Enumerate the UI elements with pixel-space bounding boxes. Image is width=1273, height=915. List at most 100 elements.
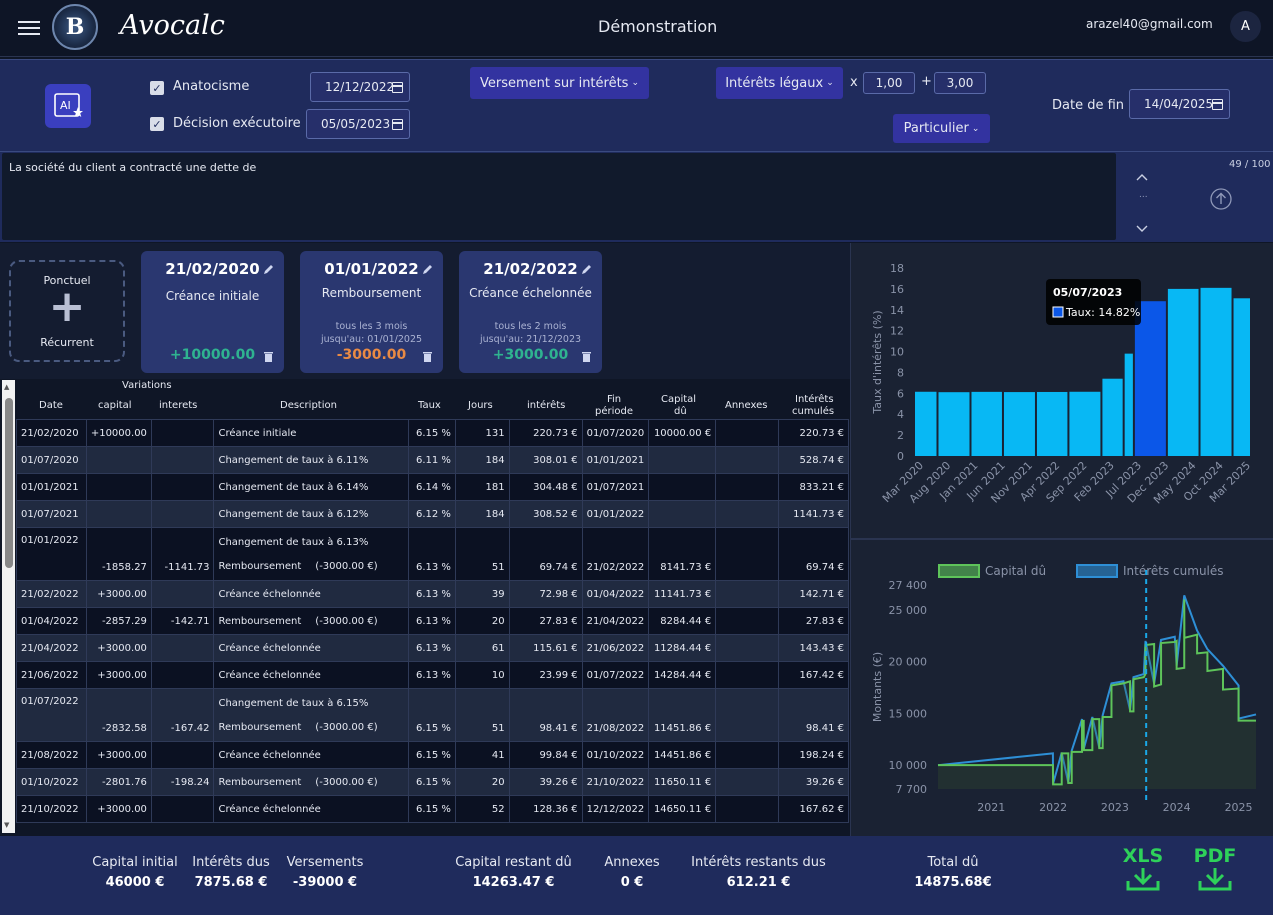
cell-fin: 21/08/2022	[581, 688, 650, 742]
desc-line: Créance échelonnée	[218, 669, 321, 681]
desc-line: Remboursement	[218, 615, 302, 627]
anatocisme-checkbox[interactable]: ✓	[150, 81, 164, 95]
y-tick-label: 16	[890, 283, 904, 296]
x-tick-label: 2025	[1225, 801, 1253, 814]
cell-desc: Changement de taux à 6.12%	[213, 500, 410, 528]
ai-assistant-button[interactable]: AI	[45, 84, 91, 128]
export-pdf-button[interactable]: PDF	[1190, 845, 1240, 896]
event-card[interactable]: 21/02/2020 Créance initiale +10000.00	[141, 251, 284, 373]
table-row[interactable]: 21/10/2022 +3000.00 Créance échelonnée 6.15…	[16, 795, 849, 823]
multiply-sign: x	[850, 75, 858, 90]
cell-jours: 51	[454, 688, 510, 742]
event-card[interactable]: 21/02/2022 Créance échelonnée tous les 2…	[459, 251, 602, 373]
versements-label: Versements	[286, 855, 364, 870]
table-row[interactable]: 21/06/2022 +3000.00 Créance échelonnée 6.13…	[16, 661, 849, 689]
hamburger-menu-icon[interactable]	[18, 17, 40, 37]
y-tick-label: 6	[897, 387, 904, 400]
desc-sub: Remboursement	[218, 560, 302, 572]
particulier-dropdown[interactable]: Particulier ⌄	[893, 114, 990, 143]
edit-pencil-icon[interactable]	[422, 264, 433, 275]
cell-date: 21/08/2022	[16, 741, 87, 769]
trash-icon[interactable]	[264, 351, 273, 362]
avatar[interactable]: A	[1230, 11, 1261, 42]
table-row[interactable]: 01/07/2021 Changement de taux à 6.12% 6.12…	[16, 500, 849, 528]
cell-jours: 20	[454, 768, 510, 796]
anatocisme-date-value: 12/12/2022	[325, 80, 395, 94]
tooltip-title: 05/07/2023	[1053, 286, 1122, 299]
decision-checkbox[interactable]: ✓	[150, 117, 164, 131]
send-up-arrow-icon[interactable]	[1210, 188, 1232, 214]
header-capital: capital	[98, 400, 132, 411]
header-interets: interets	[159, 400, 198, 411]
table-row[interactable]: 01/10/2022 -2801.76 -198.24 Remboursement (-…	[16, 768, 849, 796]
event-amount: -3000.00	[336, 347, 407, 363]
cell-int: -1141.73	[150, 527, 215, 581]
cell-annexes	[715, 473, 780, 501]
y-tick-label: 8	[897, 366, 904, 379]
decision-label: Décision exécutoire	[173, 116, 301, 131]
logo[interactable]: B	[52, 4, 98, 50]
y-tick-label: 4	[897, 408, 904, 421]
download-icon	[1126, 868, 1160, 891]
table-row[interactable]: 01/07/2020 Changement de taux à 6.11% 6.11…	[16, 446, 849, 474]
amounts-line-chart[interactable]: 7 700 10 000 15 000 20 000 25 000 27 400 Monta…	[851, 541, 1272, 835]
addend-input[interactable]: 3,00	[934, 72, 986, 94]
edit-pencil-icon[interactable]	[263, 264, 274, 275]
event-frequency: tous les 2 mois	[494, 321, 567, 332]
cell-jours: 20	[454, 607, 510, 635]
schedule-table-area[interactable]: Variations Date capital interets Descrip…	[0, 380, 850, 833]
cell-cap: -2857.29	[85, 607, 152, 635]
cell-cap	[85, 473, 152, 501]
table-row[interactable]: 01/07/2022 -2832.58 -167.42 Changement de t…	[16, 688, 849, 742]
prompt-textarea[interactable]: La société du client a contracté une det…	[2, 153, 1116, 240]
decision-date-input[interactable]: 05/05/2023	[306, 109, 410, 139]
cell-jours: 10	[454, 661, 510, 689]
scroll-up-icon[interactable]: ▲	[4, 383, 10, 391]
calendar-icon	[392, 82, 403, 93]
rate-bar	[1036, 391, 1068, 456]
export-xls-button[interactable]: XLS	[1117, 845, 1169, 896]
cell-int	[150, 419, 215, 447]
svg-text:AI: AI	[60, 99, 71, 112]
cell-cap: +3000.00	[85, 580, 152, 608]
anatocisme-date-input[interactable]: 12/12/2022	[310, 72, 410, 102]
table-row[interactable]: 21/02/2020 +10000.00 Créance initiale 6.15 …	[16, 419, 849, 447]
event-card[interactable]: 01/01/2022 Remboursement tous les 3 mois…	[300, 251, 443, 373]
table-row[interactable]: 21/02/2022 +3000.00 Créance échelonnée 6.13…	[16, 580, 849, 608]
cell-cumul: 27.83 €	[778, 607, 849, 635]
cell-desc: Changement de taux à 6.15% Remboursement (…	[213, 688, 410, 742]
header-periode: période	[595, 406, 634, 417]
rate-bar	[1003, 392, 1035, 456]
capital-initial-value: 46000 €	[105, 875, 165, 890]
table-row[interactable]: 01/01/2022 -1858.27 -1141.73 Changement de …	[16, 527, 849, 581]
multiplier-input[interactable]: 1,00	[863, 72, 915, 94]
xls-label: XLS	[1122, 845, 1164, 867]
edit-pencil-icon[interactable]	[581, 264, 592, 275]
table-row[interactable]: 01/04/2022 -2857.29 -142.71 Remboursement (-…	[16, 607, 849, 635]
end-date-input[interactable]: 14/04/2025	[1129, 89, 1230, 119]
trash-icon[interactable]	[582, 351, 591, 362]
cell-annexes	[715, 607, 780, 635]
cell-capdu	[648, 446, 717, 474]
cell-annexes	[715, 580, 780, 608]
table-row[interactable]: 21/08/2022 +3000.00 Créance échelonnée 6.15…	[16, 741, 849, 769]
table-row[interactable]: 01/01/2021 Changement de taux à 6.14% 6.14…	[16, 473, 849, 501]
cell-date: 21/04/2022	[16, 634, 87, 662]
versement-dropdown[interactable]: Versement sur intérêts ⌄	[470, 67, 649, 99]
ai-icon: AI	[54, 93, 83, 117]
trash-icon[interactable]	[423, 351, 432, 362]
scroll-thumb[interactable]	[5, 398, 13, 568]
cell-date: 01/01/2022	[16, 527, 87, 581]
table-row[interactable]: 21/04/2022 +3000.00 Créance échelonnée 6.13…	[16, 634, 849, 662]
history-down-icon[interactable]	[1136, 218, 1148, 237]
scroll-down-icon[interactable]: ▼	[4, 821, 10, 829]
cell-fin: 21/04/2022	[581, 607, 650, 635]
desc-line: Remboursement	[218, 776, 302, 788]
capital-restant-label: Capital restant dû	[455, 855, 572, 870]
history-up-icon[interactable]	[1136, 166, 1148, 185]
add-event-card[interactable]: Ponctuel + Récurrent	[9, 260, 125, 362]
cell-date: 21/02/2022	[16, 580, 87, 608]
interets-dropdown[interactable]: Intérêts légaux ⌄	[716, 67, 843, 99]
cell-desc: Créance échelonnée	[213, 580, 410, 608]
